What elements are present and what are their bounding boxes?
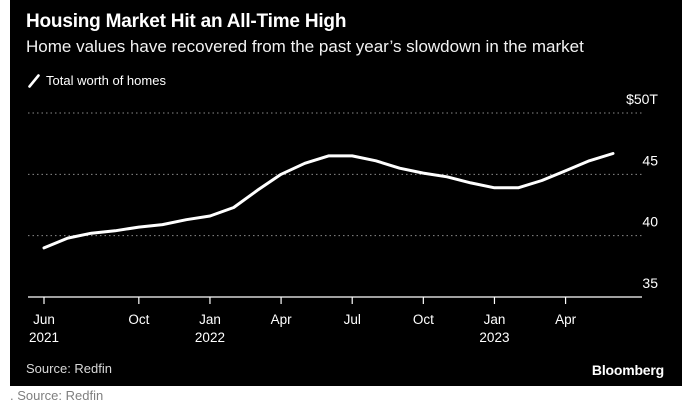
line-chart: $50T 45 40 35 Jun 2021 Oct Jan 2022 Apr Jul Oct Jan 2… bbox=[28, 91, 658, 345]
legend-label: Total worth of homes bbox=[46, 73, 166, 88]
chart-subtitle: Home values have recovered from the past… bbox=[26, 37, 584, 56]
x-tick-label-2023-01: Jan bbox=[484, 312, 506, 327]
x-tick-label-2021-10: Oct bbox=[128, 312, 149, 327]
x-tick-label-2022-04: Apr bbox=[271, 312, 293, 327]
chart-title: Housing Market Hit an All-Time High bbox=[26, 11, 347, 32]
x-tick-label-2023-04: Apr bbox=[555, 312, 577, 327]
series-line-total-worth-of-homes bbox=[42, 152, 615, 250]
figure-caption: . Source: Redfin bbox=[10, 388, 104, 403]
source-note: Source: Redfin bbox=[26, 361, 112, 376]
y-tick-label-40: 40 bbox=[642, 214, 658, 230]
x-tick-label-2022-07: Jul bbox=[344, 312, 361, 327]
y-tick-label-45: 45 bbox=[642, 152, 658, 168]
x-tick-label-2022-01: Jan bbox=[199, 312, 221, 327]
y-tick-label-35: 35 bbox=[642, 275, 658, 291]
x-tick-year-2023-01: 2023 bbox=[479, 330, 509, 345]
chart-card: Housing Market Hit an All-Time High Home… bbox=[10, 0, 682, 386]
x-tick-year-2022-01: 2022 bbox=[195, 330, 225, 345]
x-tick-year-2021-06: 2021 bbox=[29, 330, 59, 345]
legend-line-swatch-icon bbox=[28, 73, 40, 88]
brand-logo: Bloomberg bbox=[591, 362, 664, 378]
chart-legend: Total worth of homes bbox=[28, 73, 166, 88]
y-tick-label-50: $50T bbox=[626, 91, 658, 107]
x-tick-label-2022-10: Oct bbox=[413, 312, 434, 327]
x-tick-label-2021-06: Jun bbox=[33, 312, 55, 327]
